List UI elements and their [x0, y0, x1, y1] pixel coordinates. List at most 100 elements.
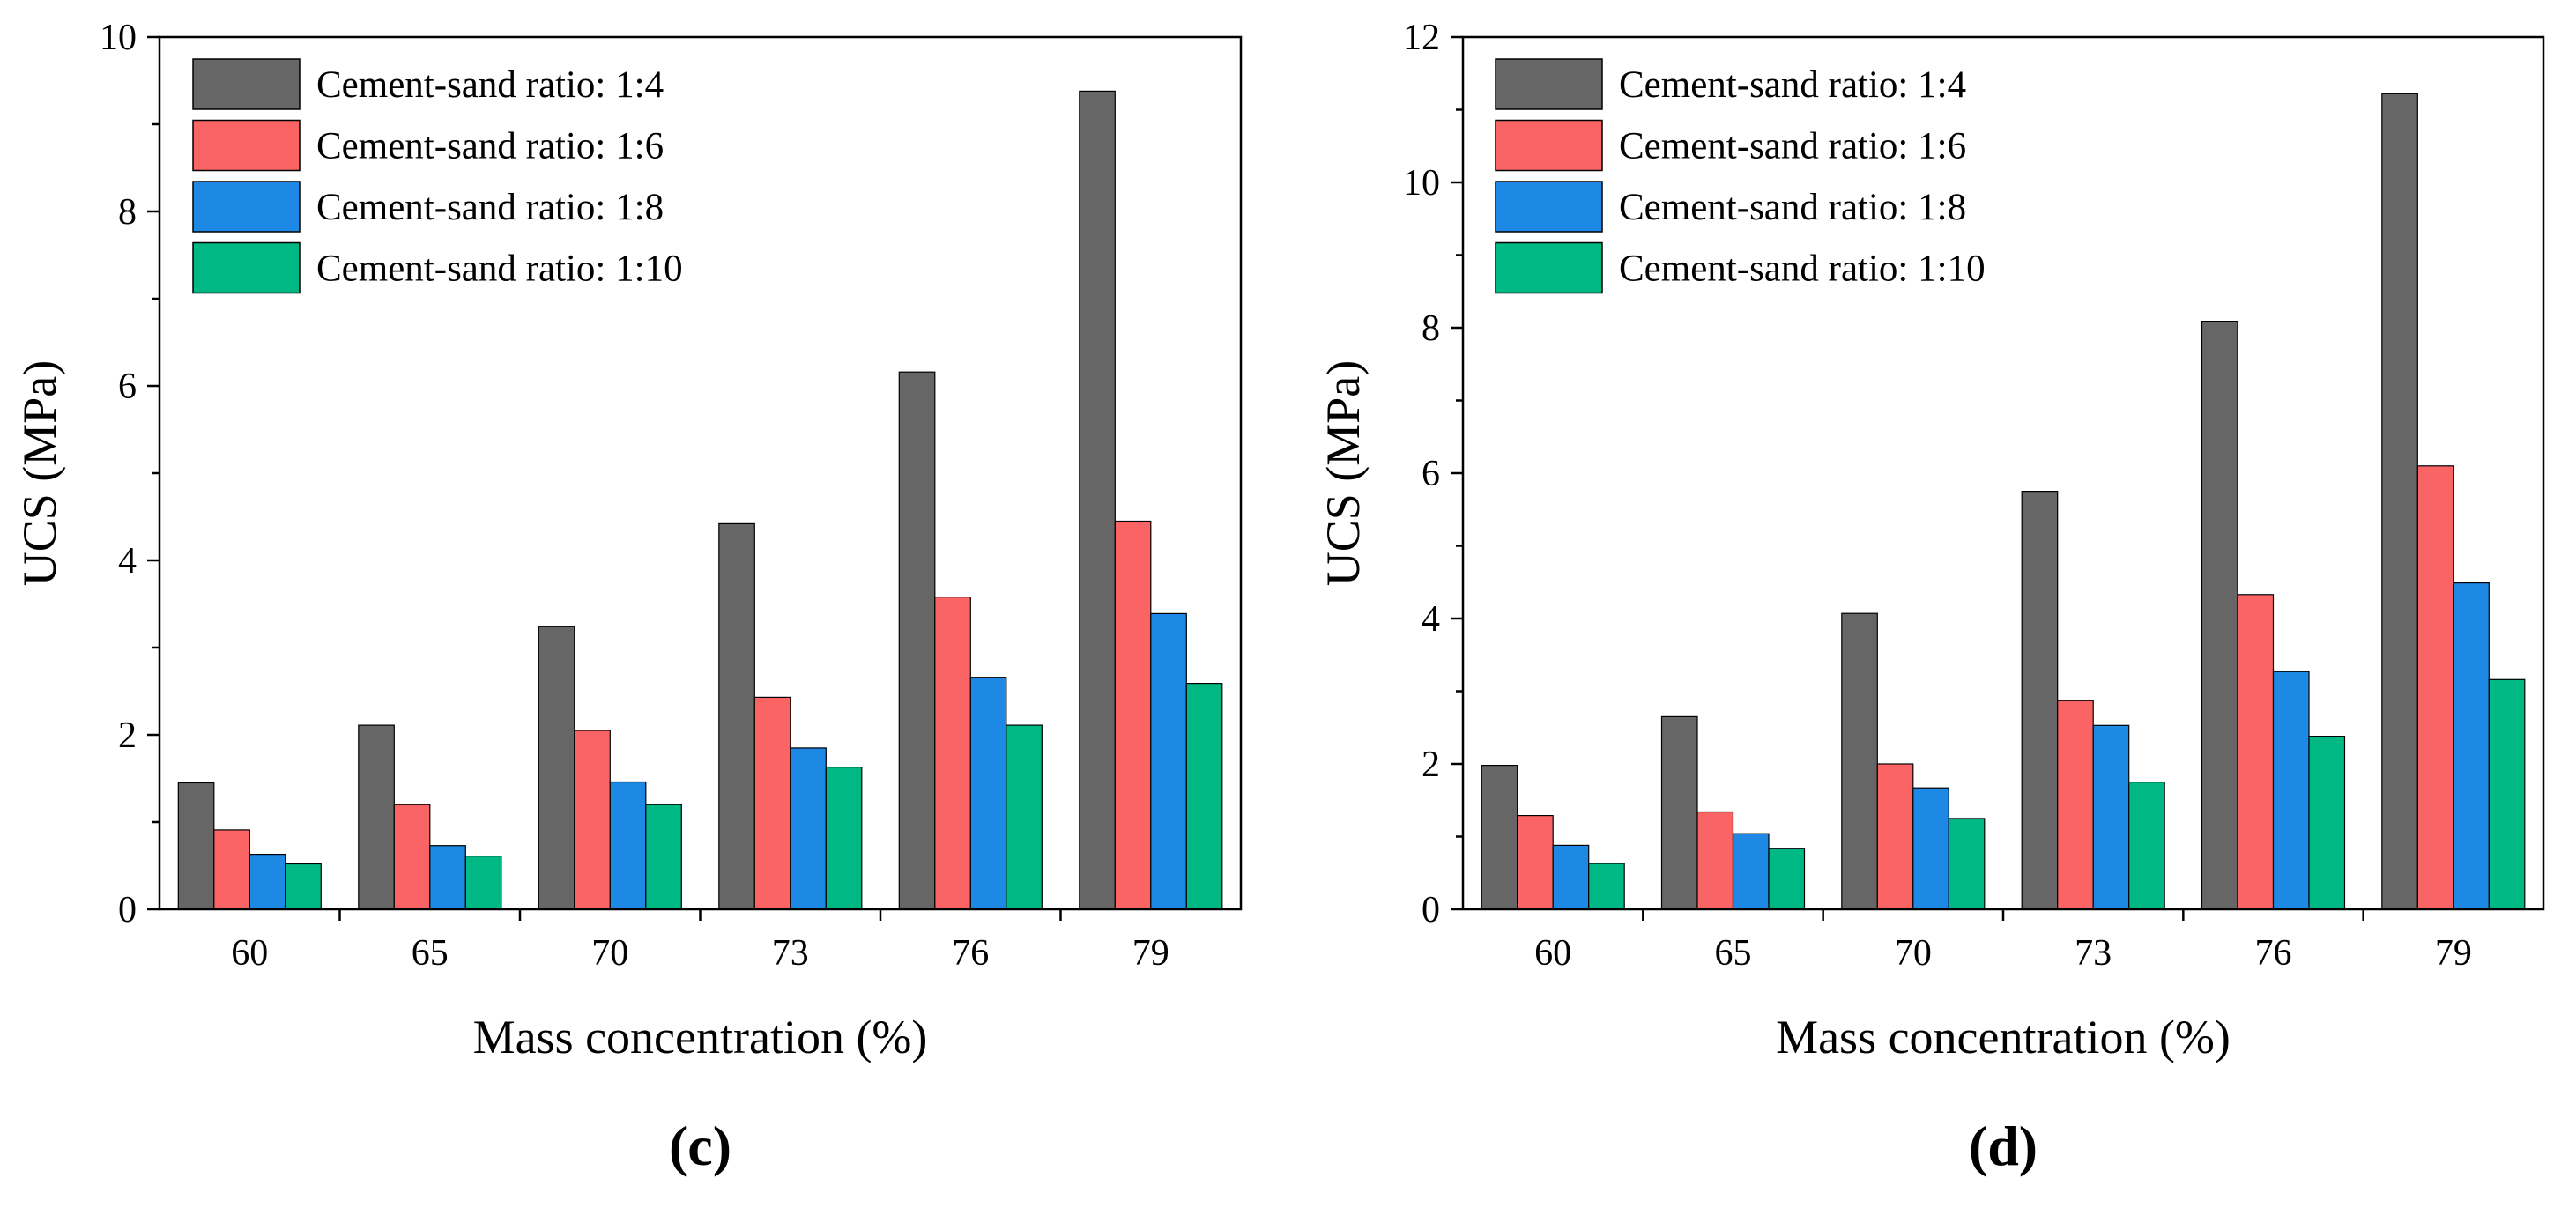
bar: [1912, 787, 1949, 910]
chart-panel-c: 0 2 4 6 8 10 60 65 70 73 76 79 Mass concentration (%…: [13, 18, 1243, 1177]
bar: [790, 747, 827, 910]
bar: [2308, 735, 2346, 910]
bar: [718, 522, 755, 910]
bar: [2201, 321, 2238, 910]
bar: [213, 829, 250, 910]
bar: [2488, 678, 2526, 910]
y-tick-label: 0: [1422, 890, 1440, 930]
legend-item: Cement-sand ratio: 1:6: [192, 119, 664, 172]
bar: [1481, 764, 1518, 910]
bar: [645, 804, 682, 910]
legend-swatch: [1495, 241, 1603, 294]
x-tick-label: 65: [1715, 933, 1752, 974]
legend-item: Cement-sand ratio: 1:10: [1495, 241, 1986, 294]
bar: [1588, 863, 1625, 910]
bar: [934, 596, 971, 910]
legend: Cement-sand ratio: 1:4 Cement-sand ratio:…: [1495, 58, 1986, 294]
y-axis-title: UCS (MPa): [13, 360, 66, 587]
bar: [1660, 715, 1698, 910]
bar-series: [1481, 93, 2418, 910]
y-tick-label: 6: [1422, 454, 1440, 494]
bar-series: [1517, 465, 2454, 910]
x-tick-label: 76: [2255, 933, 2292, 974]
bar: [609, 781, 647, 910]
legend-swatch: [192, 119, 301, 172]
bar: [1079, 90, 1116, 910]
legend-label: Cement-sand ratio: 1:6: [316, 126, 664, 167]
legend-item: Cement-sand ratio: 1:8: [192, 181, 664, 233]
bar: [429, 845, 466, 910]
bar: [1552, 844, 1590, 910]
y-tick-label: 2: [118, 715, 137, 756]
y-tick-label: 0: [118, 890, 137, 930]
bar: [574, 730, 611, 910]
x-axis-title: Mass concentration (%): [1776, 1011, 2231, 1063]
legend-label: Cement-sand ratio: 1:10: [1619, 248, 1986, 290]
x-tick-label: 70: [591, 933, 628, 974]
bar: [464, 855, 502, 910]
panel-label: (d): [1969, 1115, 2038, 1177]
legend-swatch: [1495, 58, 1603, 110]
bar: [898, 371, 936, 910]
y-tick-label: 8: [118, 192, 137, 233]
y-tick-label: 4: [118, 541, 137, 582]
bar-series: [1588, 678, 2526, 910]
plot-frame: [1461, 35, 2545, 911]
y-tick-label: 10: [100, 18, 137, 58]
bar: [1841, 612, 1878, 910]
legend-item: Cement-sand ratio: 1:8: [1495, 181, 1966, 233]
bar: [358, 724, 395, 910]
y-tick-label: 4: [1422, 599, 1440, 640]
x-axis-title: Mass concentration (%): [473, 1011, 928, 1063]
bar: [2381, 93, 2418, 910]
bar: [2272, 671, 2310, 910]
bar: [538, 626, 575, 910]
legend-label: Cement-sand ratio: 1:6: [1619, 126, 1966, 167]
x-tick-label: 70: [1895, 933, 1932, 974]
legend-item: Cement-sand ratio: 1:6: [1495, 119, 1966, 172]
bar: [1114, 520, 1152, 910]
bar: [1876, 763, 1914, 910]
legend-swatch: [192, 241, 301, 294]
bar: [1150, 612, 1187, 910]
bar-series: [177, 90, 1116, 910]
bar: [2453, 582, 2490, 910]
x-tick-label: 60: [231, 933, 268, 974]
legend-swatch: [192, 58, 301, 110]
x-tick-label: 73: [2075, 933, 2112, 974]
panel-label: (c): [669, 1115, 731, 1177]
bar: [2416, 465, 2454, 910]
legend-swatch: [1495, 181, 1603, 233]
legend-label: Cement-sand ratio: 1:4: [1619, 64, 1966, 106]
bar: [177, 782, 215, 910]
legend-label: Cement-sand ratio: 1:4: [316, 64, 664, 106]
legend-label: Cement-sand ratio: 1:8: [1619, 187, 1966, 228]
bar: [249, 853, 286, 910]
x-tick-label: 73: [772, 933, 809, 974]
bar: [1006, 724, 1043, 910]
bar: [2057, 700, 2094, 910]
bar: [1517, 814, 1554, 910]
y-tick-label: 10: [1403, 163, 1440, 204]
bar-series: [1552, 582, 2490, 910]
y-tick-label: 8: [1422, 308, 1440, 349]
bar: [1185, 682, 1223, 910]
legend-swatch: [1495, 119, 1603, 172]
bar: [969, 677, 1007, 910]
bar: [2021, 490, 2059, 910]
x-tick-label: 65: [412, 933, 449, 974]
bar: [1768, 848, 1806, 910]
y-tick-label: 2: [1422, 745, 1440, 785]
bar-series: [249, 612, 1187, 910]
bar: [285, 863, 322, 910]
legend-label: Cement-sand ratio: 1:10: [316, 248, 683, 290]
bar: [1696, 811, 1734, 910]
x-tick-label: 79: [1132, 933, 1169, 974]
x-tick-label: 76: [952, 933, 989, 974]
bar: [393, 804, 431, 910]
legend: Cement-sand ratio: 1:4 Cement-sand ratio:…: [192, 58, 683, 294]
chart-panel-d: 0 2 4 6 8 10 12 60 65 70 73 76 79 Mass concentration …: [1317, 18, 2545, 1177]
bar: [825, 766, 863, 910]
bar: [2092, 724, 2130, 910]
